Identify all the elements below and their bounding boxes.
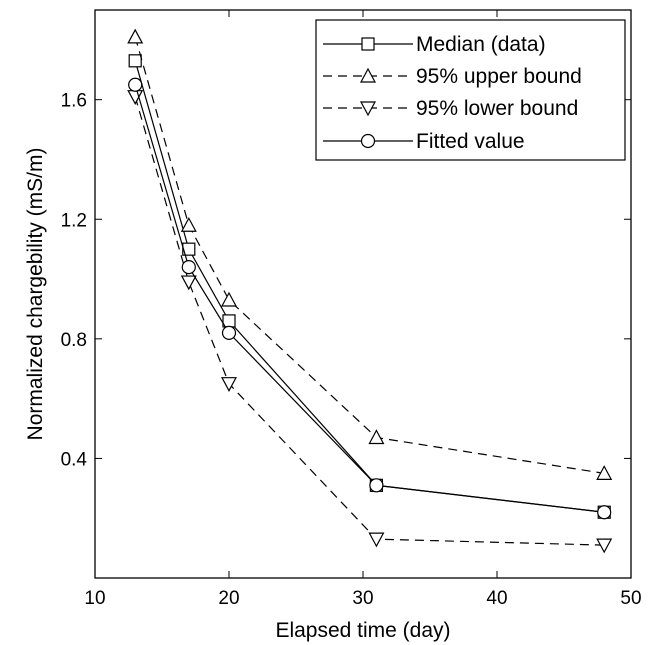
x-tick-label: 50 [620,588,641,609]
x-tick-label: 10 [84,588,105,609]
legend-label: 95% lower bound [416,97,578,120]
axis-ticks: 10 20 30 40 50 0.4 0.8 1.2 1.6 [61,10,642,609]
data-point [369,478,384,493]
series-line [134,36,605,474]
data-point [127,28,144,44]
series-2 [127,90,613,554]
data-point [180,216,197,232]
legend-label: Fitted value [416,130,525,153]
data-point [368,532,385,548]
data-point [220,291,238,307]
legend-label: Median (data) [416,33,546,56]
series-layer [127,28,613,554]
data-point [220,377,238,392]
y-tick-label: 0.8 [61,330,87,351]
x-tick-label: 20 [218,588,239,609]
y-tick-label: 0.4 [61,449,88,470]
y-tick-label: 1.2 [61,210,87,231]
data-point [180,275,197,291]
x-tick-label: 30 [352,588,373,609]
data-point [597,505,612,520]
legend-marker [359,67,377,83]
x-tick-label: 40 [486,588,507,609]
legend-marker [359,101,377,117]
legend: Median (data) 95% upper bound 95% lower bo… [315,19,626,161]
data-point [128,54,142,68]
y-axis-title: Normalized chargebility (mS/m) [24,148,47,441]
data-point [596,465,613,480]
legend-label: 95% upper bound [416,65,582,88]
data-point [368,429,385,445]
data-point [221,325,237,340]
data-point [128,77,143,92]
data-point [181,259,196,275]
x-axis-title: Elapsed time (day) [275,619,450,642]
data-point [182,242,196,256]
data-point [596,538,613,554]
series-3 [128,77,612,520]
series-1 [127,28,613,480]
legend-marker [361,37,375,51]
legend-marker [360,133,376,149]
y-tick-label: 1.6 [61,91,87,112]
